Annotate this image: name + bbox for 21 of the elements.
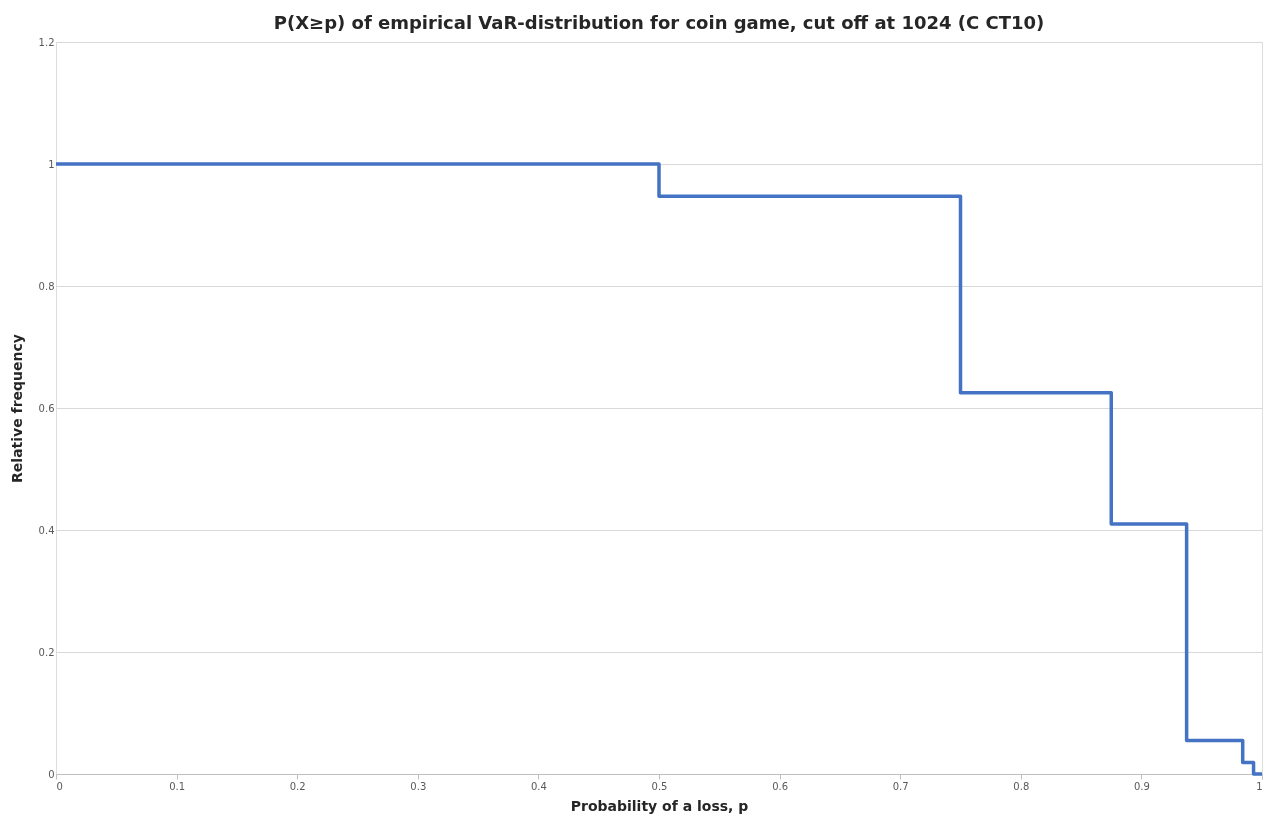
y-tick-label: 0.8 [38, 280, 55, 292]
chart-title: P(X≥p) of empirical VaR-distribution for coin game, cut off at 1024 (C CT10) [273, 12, 1045, 33]
y-tick-label: 0 [48, 768, 55, 780]
x-tick-label: 0.1 [169, 780, 186, 792]
x-tick-label: 0.6 [772, 780, 789, 792]
x-tick-label: 0.8 [1013, 780, 1030, 792]
x-tick-label: 0 [56, 780, 63, 792]
x-tick-label: 0.3 [410, 780, 427, 792]
x-axis-title: Probability of a loss, p [570, 797, 749, 814]
y-tick-label: 0.4 [38, 524, 55, 536]
x-tick-label: 0.5 [651, 780, 668, 792]
x-tick-label: 0.4 [530, 780, 547, 792]
y-tick-label: 1 [48, 158, 55, 170]
x-tick-label: 0.9 [1133, 780, 1150, 792]
y-tick-label: 0.2 [38, 646, 55, 658]
y-tick-label: 1.2 [38, 36, 55, 48]
x-tick-label: 1 [1256, 780, 1263, 792]
y-axis-title: Relative frequency [8, 334, 25, 483]
x-tick-label: 0.7 [892, 780, 909, 792]
y-tick-label: 0.6 [38, 402, 55, 414]
x-tick-label: 0.2 [289, 780, 306, 792]
